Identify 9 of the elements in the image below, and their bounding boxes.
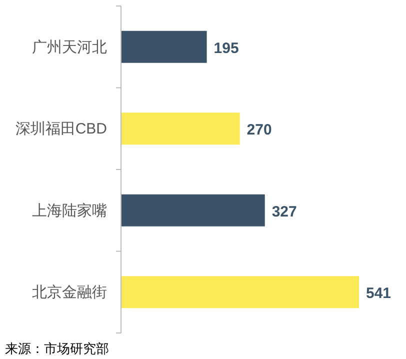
data-label: 541	[366, 285, 392, 302]
y-tick-label: 广州天河北	[32, 38, 107, 56]
y-tick-label: 深圳福田CBD	[15, 120, 108, 138]
y-tick-label: 上海陆家嘴	[32, 202, 107, 220]
source-note: 来源：市场研究部	[5, 341, 109, 356]
y-tick-label: 北京金融街	[32, 284, 107, 302]
data-label: 327	[272, 203, 297, 220]
data-label: 270	[246, 122, 272, 139]
data-label: 195	[214, 40, 239, 57]
